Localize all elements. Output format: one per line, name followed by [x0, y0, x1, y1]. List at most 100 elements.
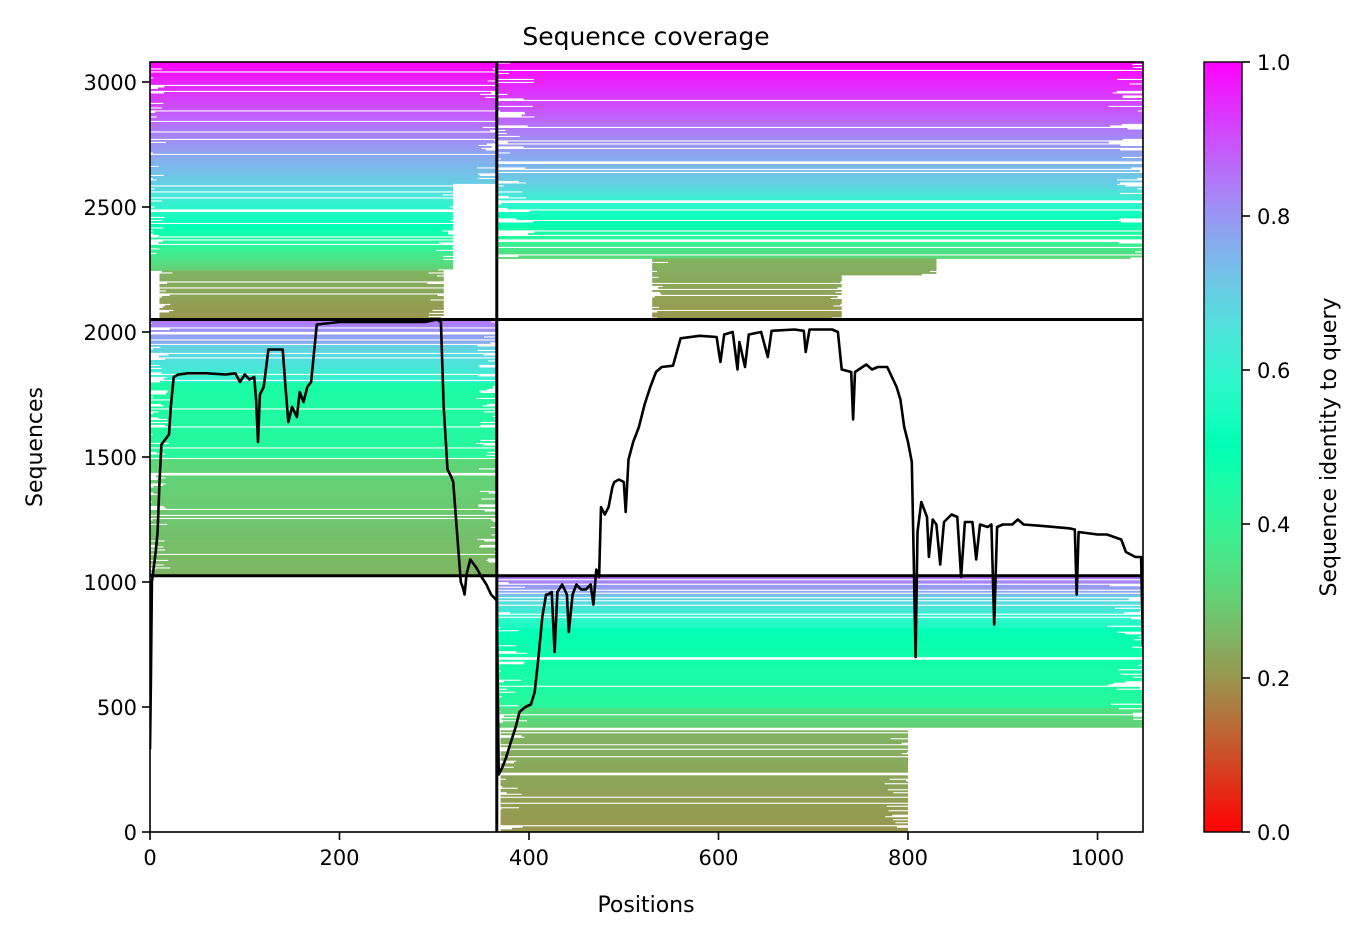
- coverage-row: [150, 80, 488, 82]
- coverage-row: [496, 174, 1143, 177]
- coverage-row: [496, 189, 1143, 192]
- coverage-row: [658, 276, 842, 279]
- coverage-row: [168, 442, 477, 445]
- coverage-row: [150, 450, 497, 452]
- coverage-row: [150, 498, 482, 500]
- coverage-row: [652, 273, 922, 276]
- coverage-row: [159, 291, 444, 294]
- coverage-row: [523, 98, 1143, 100]
- coverage-row: [170, 421, 481, 424]
- coverage-row: [652, 281, 841, 283]
- coverage-row: [652, 266, 937, 268]
- coverage-row: [158, 165, 497, 168]
- coverage-row: [534, 231, 1143, 234]
- coverage-row: [150, 266, 454, 268]
- coverage-row: [150, 394, 497, 397]
- coverage-row: [500, 821, 896, 824]
- coverage-row: [512, 827, 908, 830]
- coverage-row: [502, 721, 1143, 724]
- coverage-row: [528, 233, 1143, 235]
- coverage-row: [496, 640, 1143, 643]
- coverage-row: [150, 471, 497, 473]
- coverage-row: [156, 451, 488, 454]
- coverage-row: [500, 790, 908, 793]
- coverage-row: [496, 689, 1143, 692]
- coverage-row: [524, 736, 908, 739]
- coverage-row: [159, 312, 430, 315]
- coverage-row: [150, 570, 497, 572]
- coverage-row: [532, 105, 1109, 108]
- coverage-row: [496, 186, 1143, 189]
- coverage-row: [150, 176, 497, 178]
- coverage-row: [496, 225, 1143, 228]
- coverage-row: [496, 204, 1143, 207]
- coverage-row: [150, 336, 484, 338]
- coverage-row: [496, 637, 1143, 640]
- coverage-row: [496, 245, 1143, 247]
- coverage-row: [523, 662, 1143, 665]
- coverage-row: [165, 290, 444, 292]
- coverage-row: [164, 86, 497, 88]
- colorbar-axis: 0.0 0.2 0.4 0.6 0.8 1.0: [1242, 51, 1290, 845]
- coverage-row: [150, 375, 479, 377]
- x-tick-label: 400: [509, 846, 549, 870]
- coverage-row: [159, 279, 444, 282]
- coverage-row: [501, 203, 1143, 205]
- coverage-row: [496, 643, 1143, 646]
- coverage-row: [496, 682, 1114, 685]
- coverage-row: [159, 299, 431, 301]
- coverage-row: [150, 562, 497, 565]
- coverage-row: [150, 128, 497, 130]
- coverage-row: [150, 334, 497, 337]
- coverage-row: [501, 670, 1143, 673]
- coverage-row: [523, 146, 1143, 148]
- coverage-row: [150, 89, 497, 91]
- y-tick-label: 500: [97, 696, 137, 720]
- coverage-row: [496, 84, 1143, 87]
- coverage-row: [150, 156, 497, 159]
- coverage-row: [167, 390, 480, 392]
- coverage-row: [496, 215, 1143, 217]
- coverage-row: [496, 165, 1143, 168]
- coverage-row: [496, 192, 1120, 195]
- coverage-row: [507, 141, 1109, 144]
- coverage-row: [158, 417, 497, 419]
- coverage-row: [496, 137, 1143, 139]
- coverage-row: [500, 829, 908, 832]
- coverage-row: [496, 617, 1132, 620]
- coverage-row: [652, 263, 937, 265]
- coverage-row: [517, 716, 1143, 719]
- coverage-row: [504, 715, 1134, 718]
- coverage-row: [159, 275, 437, 277]
- coverage-row: [159, 315, 429, 318]
- coverage-row: [150, 225, 454, 228]
- coverage-row: [496, 722, 1143, 725]
- coverage-row: [150, 325, 497, 328]
- coverage-row: [150, 415, 493, 418]
- coverage-row: [500, 776, 908, 779]
- coverage-row: [500, 757, 908, 760]
- coverage-row: [168, 559, 487, 562]
- coverage-row: [496, 173, 1143, 175]
- coverage-row: [496, 128, 1128, 130]
- coverage-row: [526, 197, 1143, 199]
- coverage-row: [153, 77, 497, 79]
- coverage-row: [158, 242, 440, 244]
- coverage-row: [150, 573, 497, 575]
- coverage-row: [496, 671, 1143, 674]
- coverage-row: [150, 192, 454, 195]
- coverage-row: [150, 366, 480, 368]
- coverage-row: [150, 385, 494, 388]
- coverage-row: [496, 614, 1143, 617]
- coverage-row: [496, 623, 1143, 626]
- coverage-row: [159, 273, 444, 276]
- coverage-row: [500, 800, 908, 803]
- coverage-row: [500, 730, 908, 733]
- coverage-row: [500, 805, 887, 808]
- coverage-row: [150, 456, 497, 458]
- coverage-row: [150, 387, 493, 389]
- coverage-row: [500, 815, 886, 818]
- coverage-row: [150, 397, 477, 400]
- coverage-row: [529, 210, 1142, 213]
- coverage-row: [163, 405, 483, 407]
